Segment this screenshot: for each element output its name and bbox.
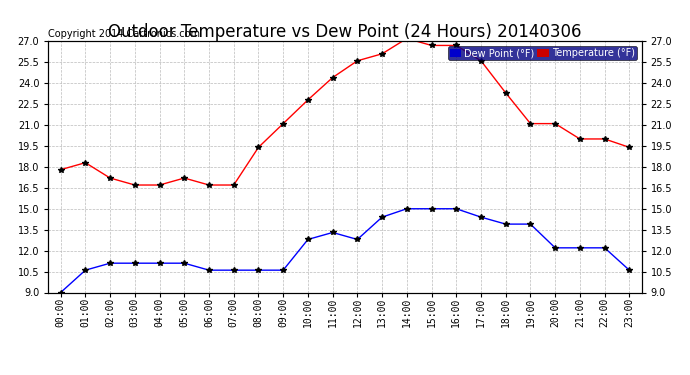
Legend: Dew Point (°F), Temperature (°F): Dew Point (°F), Temperature (°F) [448, 46, 637, 60]
Title: Outdoor Temperature vs Dew Point (24 Hours) 20140306: Outdoor Temperature vs Dew Point (24 Hou… [108, 23, 582, 41]
Text: Copyright 2014 Cartronics.com: Copyright 2014 Cartronics.com [48, 29, 200, 39]
